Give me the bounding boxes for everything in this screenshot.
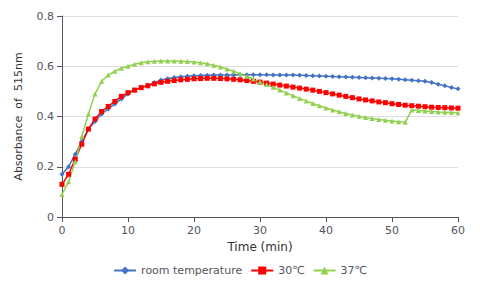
- svg-text:room temperature: room temperature: [141, 264, 242, 277]
- svg-text:60: 60: [451, 224, 465, 237]
- svg-text:50: 50: [385, 224, 399, 237]
- svg-text:Time (min): Time (min): [226, 240, 292, 254]
- svg-text:0.2: 0.2: [37, 160, 55, 173]
- svg-text:0: 0: [47, 211, 54, 224]
- svg-text:Absorbance of 515nm: Absorbance of 515nm: [12, 52, 25, 180]
- svg-text:0: 0: [59, 224, 66, 237]
- svg-text:37℃: 37℃: [341, 264, 367, 277]
- svg-text:0.6: 0.6: [37, 60, 55, 73]
- svg-text:0.4: 0.4: [37, 110, 55, 123]
- svg-text:30℃: 30℃: [278, 264, 304, 277]
- svg-text:10: 10: [121, 224, 135, 237]
- svg-text:30: 30: [253, 224, 267, 237]
- svg-text:20: 20: [187, 224, 201, 237]
- svg-text:0.8: 0.8: [37, 10, 55, 23]
- svg-text:40: 40: [319, 224, 333, 237]
